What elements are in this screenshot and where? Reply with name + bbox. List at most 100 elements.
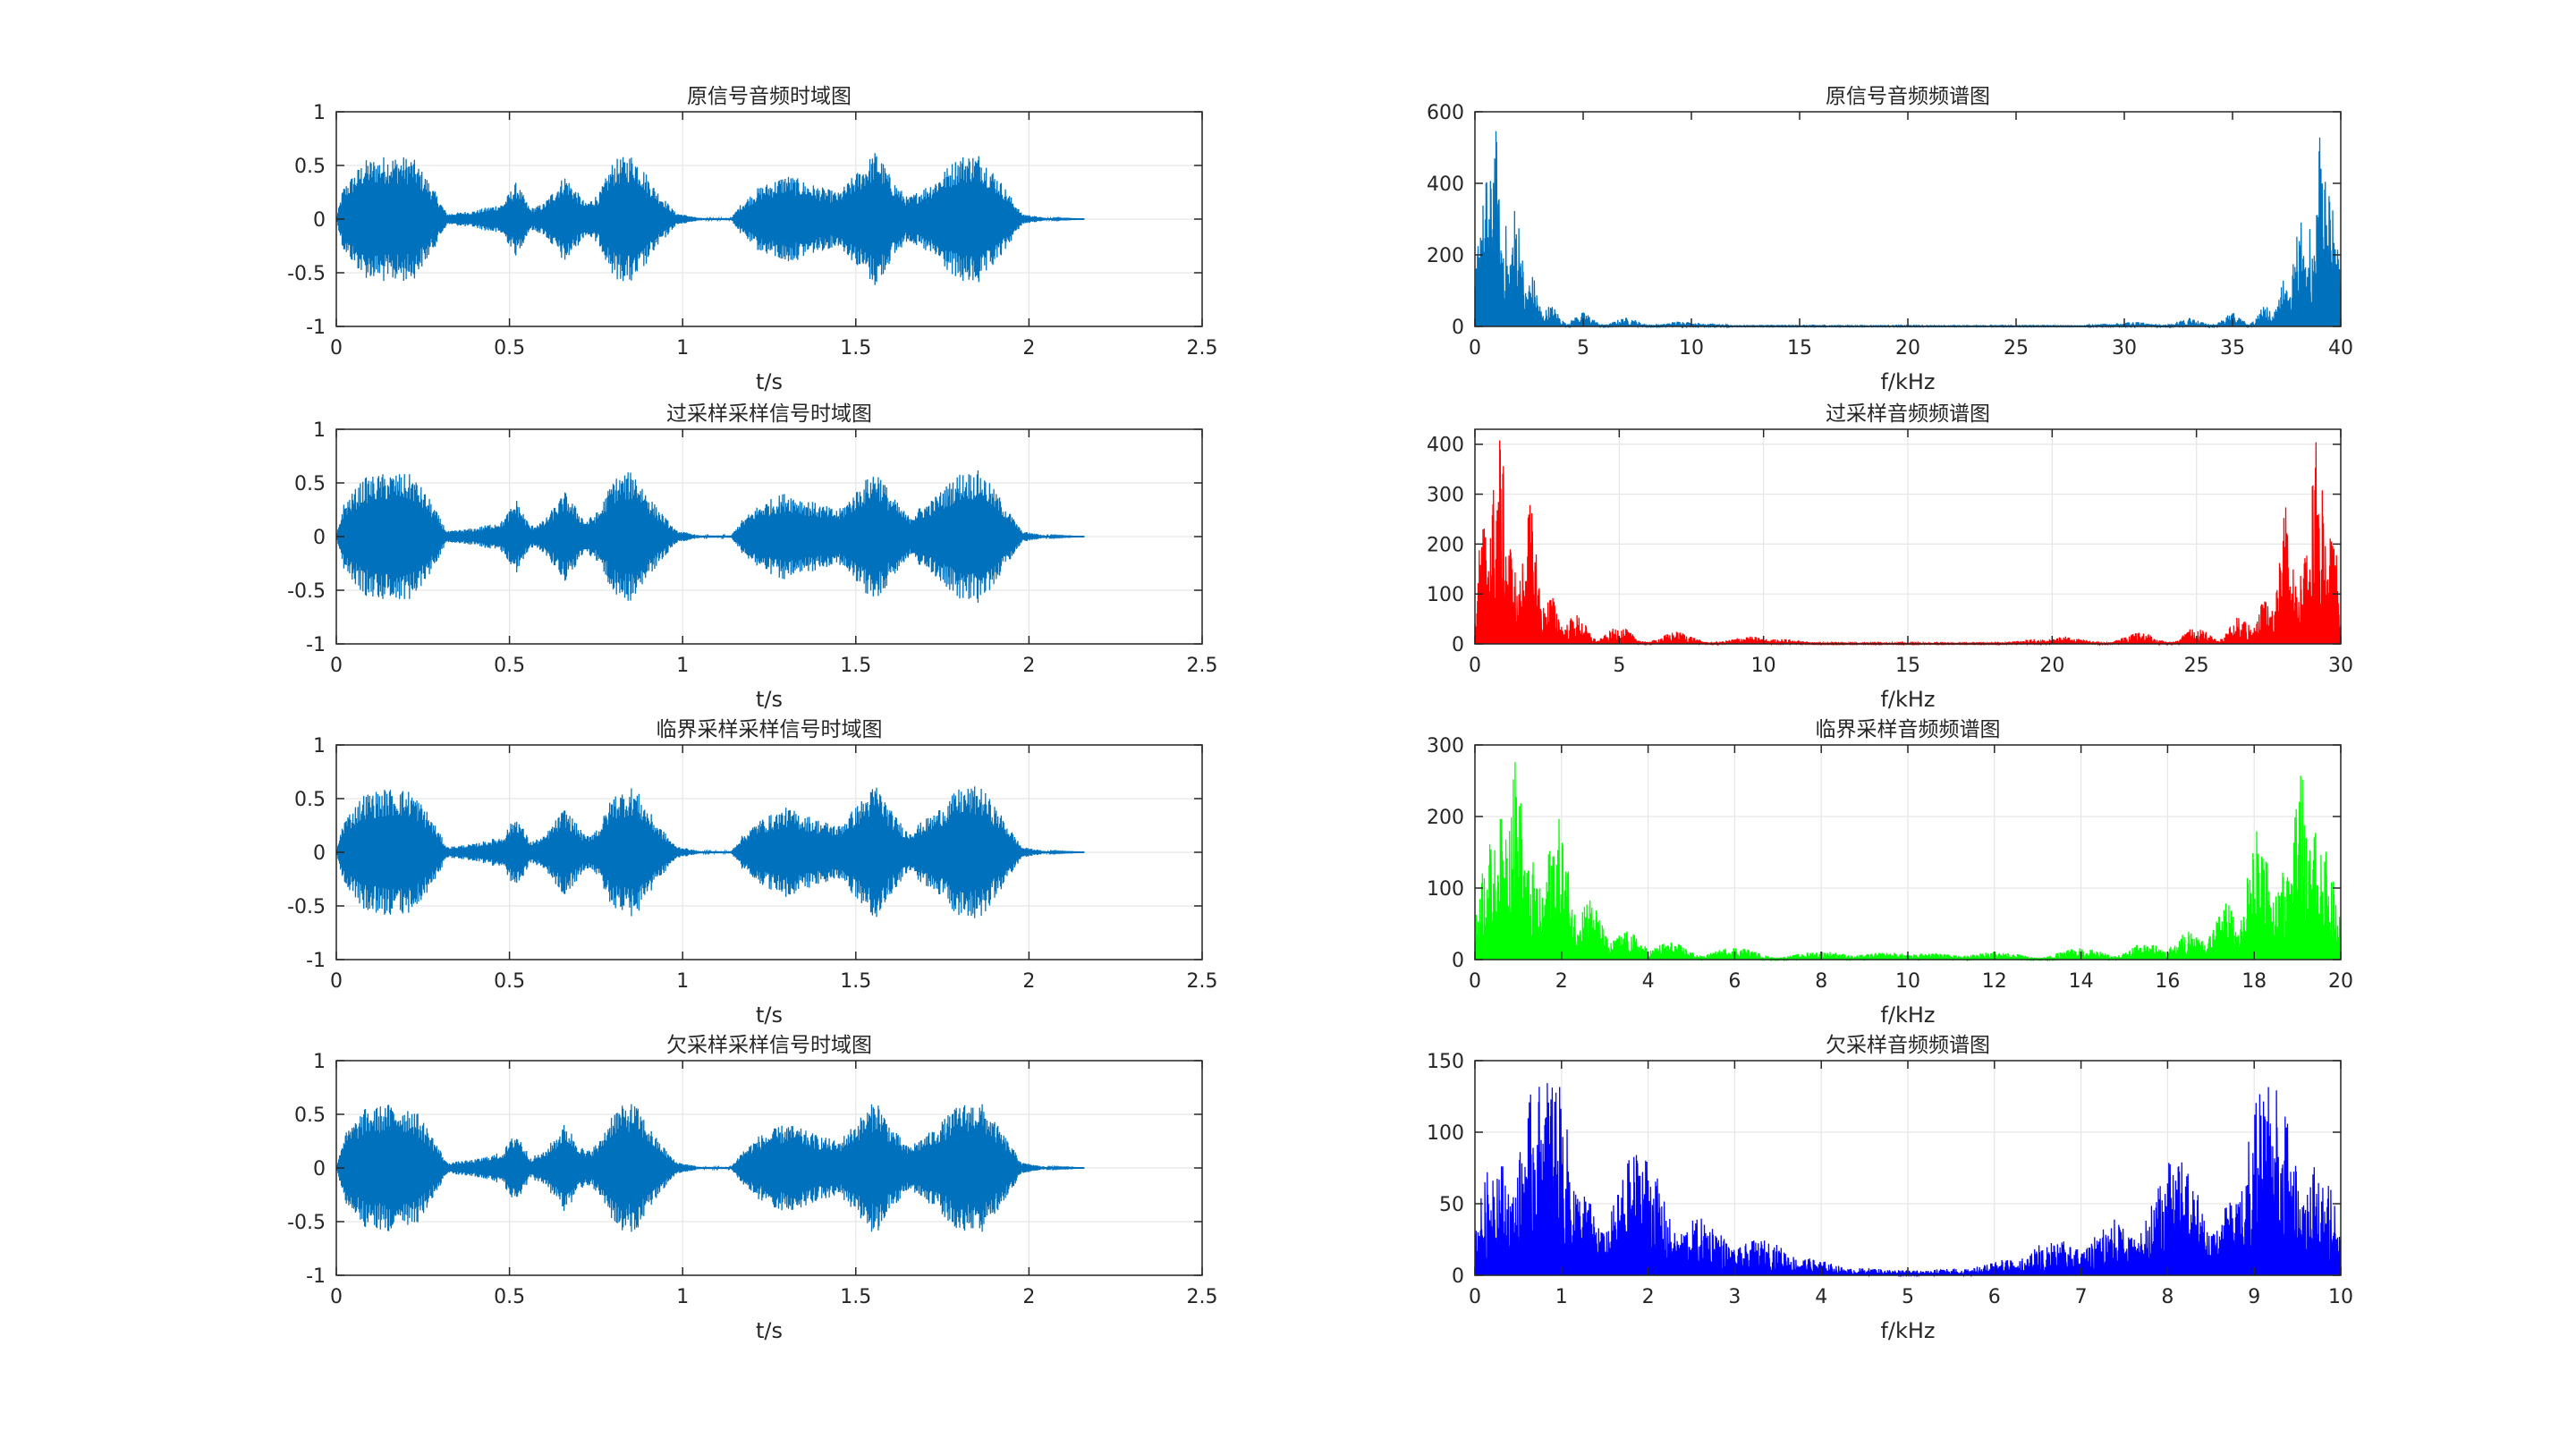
y-tick-label: 1 bbox=[313, 1051, 326, 1073]
x-tick-label: 5 bbox=[1902, 1286, 1914, 1308]
x-tick-label: 0.5 bbox=[494, 970, 525, 993]
x-axis-label: f/kHz bbox=[1880, 1318, 1935, 1343]
x-tick-label: 10 bbox=[1895, 970, 1920, 993]
x-tick-label: 30 bbox=[2112, 337, 2137, 360]
x-axis: 0 5 10 15 20 25 30 bbox=[1469, 429, 2353, 677]
x-tick-label: 1 bbox=[676, 337, 689, 360]
y-tick-label: 50 bbox=[1439, 1194, 1464, 1216]
x-tick-label: 1 bbox=[1555, 1286, 1568, 1308]
chart-panel-5: 0 0.5 1 1.5 2 2.5 -1 -0.5 0 0.5 1 临界采样采样信号时域图 t/s bbox=[287, 718, 1217, 1028]
x-tick-label: 8 bbox=[2161, 1286, 2174, 1308]
y-tick-label: 400 bbox=[1427, 173, 1464, 196]
y-axis: -1 -0.5 0 0.5 1 bbox=[287, 1051, 1202, 1288]
chart-title: 过采样音频频谱图 bbox=[1826, 402, 1990, 426]
x-tick-label: 4 bbox=[1642, 970, 1655, 993]
x-axis: 0 1 2 3 4 5 6 7 8 9 10 bbox=[1469, 1061, 2353, 1308]
x-tick-label: 15 bbox=[1787, 337, 1812, 360]
y-tick-label: 0 bbox=[313, 527, 326, 549]
y-axis: -1 -0.5 0 0.5 1 bbox=[287, 419, 1202, 656]
y-tick-label: 1 bbox=[313, 735, 326, 757]
y-tick-label: 0 bbox=[1452, 317, 1464, 339]
y-tick-label: -1 bbox=[306, 1265, 326, 1288]
y-tick-label: 300 bbox=[1427, 485, 1464, 507]
x-tick-label: 0 bbox=[330, 655, 343, 677]
y-tick-label: -0.5 bbox=[287, 263, 326, 285]
x-tick-label: 2.5 bbox=[1187, 970, 1218, 993]
x-tick-label: 3 bbox=[1728, 1286, 1741, 1308]
y-tick-label: -0.5 bbox=[287, 896, 326, 918]
x-tick-label: 1.5 bbox=[840, 655, 871, 677]
x-tick-label: 1 bbox=[676, 970, 689, 993]
y-axis: 0 200 400 600 bbox=[1427, 102, 2341, 339]
x-tick-label: 15 bbox=[1895, 655, 1920, 677]
x-tick-label: 2 bbox=[1022, 337, 1035, 360]
y-tick-label: 400 bbox=[1427, 435, 1464, 457]
x-tick-label: 20 bbox=[2039, 655, 2064, 677]
chart-title: 临界采样音频频谱图 bbox=[1816, 718, 2001, 741]
x-axis-label: f/kHz bbox=[1880, 687, 1935, 712]
x-tick-label: 0.5 bbox=[494, 1286, 525, 1308]
x-tick-label: 0.5 bbox=[494, 337, 525, 360]
x-tick-label: 10 bbox=[2328, 1286, 2353, 1308]
x-axis-label: t/s bbox=[756, 1318, 783, 1343]
x-tick-label: 25 bbox=[2184, 655, 2209, 677]
x-tick-label: 0 bbox=[330, 337, 343, 360]
x-tick-label: 35 bbox=[2220, 337, 2245, 360]
y-axis: 0 100 200 300 bbox=[1427, 735, 2341, 972]
x-tick-label: 1.5 bbox=[840, 337, 871, 360]
x-tick-label: 7 bbox=[2075, 1286, 2088, 1308]
x-axis: 0 0.5 1 1.5 2 2.5 bbox=[330, 112, 1218, 360]
x-tick-label: 10 bbox=[1679, 337, 1704, 360]
x-tick-label: 6 bbox=[1728, 970, 1741, 993]
x-tick-label: 25 bbox=[2004, 337, 2029, 360]
x-tick-label: 1 bbox=[676, 655, 689, 677]
chart-title: 原信号音频时域图 bbox=[687, 85, 852, 108]
x-tick-label: 2.5 bbox=[1187, 337, 1218, 360]
y-tick-label: 1 bbox=[313, 102, 326, 124]
x-tick-label: 0 bbox=[330, 970, 343, 993]
y-tick-label: 0 bbox=[313, 842, 326, 865]
x-tick-label: 0 bbox=[1469, 1286, 1481, 1308]
y-tick-label: 0.5 bbox=[294, 1104, 326, 1127]
x-tick-label: 4 bbox=[1815, 1286, 1827, 1308]
x-axis-label: f/kHz bbox=[1880, 1003, 1935, 1028]
x-axis-label: f/kHz bbox=[1880, 369, 1935, 394]
y-tick-label: -1 bbox=[306, 950, 326, 972]
y-tick-label: 0.5 bbox=[294, 789, 326, 811]
x-tick-label: 0 bbox=[1469, 337, 1481, 360]
x-tick-label: 9 bbox=[2248, 1286, 2260, 1308]
y-tick-label: -1 bbox=[306, 317, 326, 339]
y-tick-label: 100 bbox=[1427, 584, 1464, 606]
x-tick-label: 2 bbox=[1642, 1286, 1655, 1308]
x-tick-label: 12 bbox=[1982, 970, 2007, 993]
x-tick-label: 0 bbox=[1469, 970, 1481, 993]
chart-title: 临界采样采样信号时域图 bbox=[657, 718, 883, 741]
x-tick-label: 14 bbox=[2069, 970, 2094, 993]
y-tick-label: 1 bbox=[313, 419, 326, 442]
y-tick-label: 600 bbox=[1427, 102, 1464, 124]
chart-panel-6: 0 2 4 6 8 10 12 14 16 18 200100200300临界采样音频频谱图f/kH… bbox=[1427, 718, 2353, 1028]
x-tick-label: 1 bbox=[676, 1286, 689, 1308]
x-tick-label: 20 bbox=[2328, 970, 2353, 993]
x-axis-label: t/s bbox=[756, 687, 783, 712]
y-tick-label: 200 bbox=[1427, 807, 1464, 829]
y-tick-label: 0 bbox=[313, 209, 326, 232]
x-tick-label: 10 bbox=[1751, 655, 1776, 677]
x-tick-label: 2.5 bbox=[1187, 1286, 1218, 1308]
x-tick-label: 2.5 bbox=[1187, 655, 1218, 677]
y-tick-label: 0 bbox=[1452, 1265, 1464, 1288]
y-axis: -1 -0.5 0 0.5 1 bbox=[287, 735, 1202, 972]
x-tick-label: 30 bbox=[2328, 655, 2353, 677]
y-tick-label: 300 bbox=[1427, 735, 1464, 757]
y-tick-label: 0 bbox=[1452, 950, 1464, 972]
x-axis: 0 0.5 1 1.5 2 2.5 bbox=[330, 429, 1218, 677]
x-axis: 0 2 4 6 8 10 12 14 16 18 20 bbox=[1469, 745, 2353, 993]
x-axis-label: t/s bbox=[756, 369, 783, 394]
x-tick-label: 0.5 bbox=[494, 655, 525, 677]
x-axis: 0 0.5 1 1.5 2 2.5 bbox=[330, 745, 1218, 993]
x-tick-label: 0 bbox=[1469, 655, 1481, 677]
y-tick-label: -0.5 bbox=[287, 1212, 326, 1234]
x-tick-label: 16 bbox=[2155, 970, 2180, 993]
